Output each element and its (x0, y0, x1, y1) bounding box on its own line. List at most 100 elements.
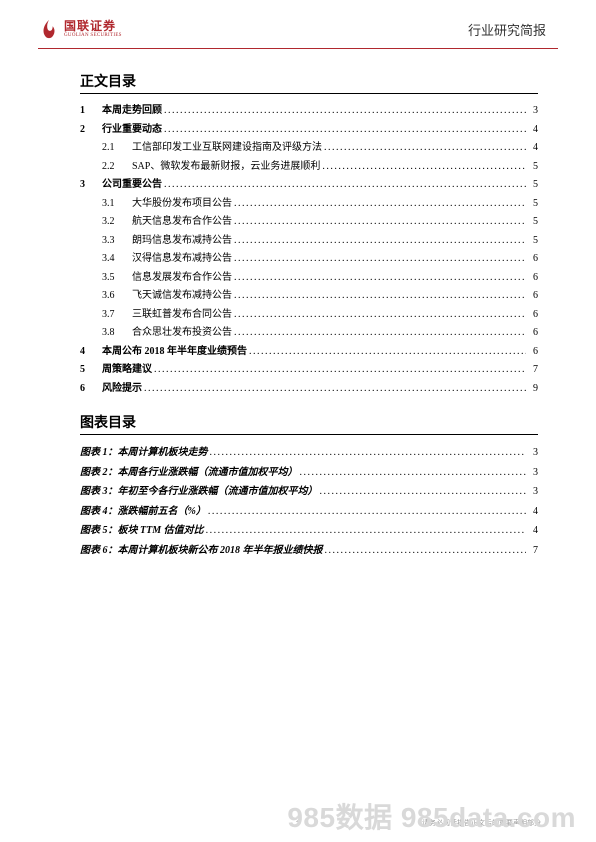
toc-entry: 6风险提示...................................… (80, 380, 538, 399)
toc-label: 朗玛信息发布减持公告 (132, 232, 232, 251)
toc-title: 正文目录 (80, 71, 538, 91)
figtoc-label: 图表 3：年初至今各行业涨跌幅（流通市值加权平均） (80, 482, 318, 502)
toc-page: 5 (526, 195, 538, 214)
toc-entry: 3.5信息发展发布合作公告...........................… (80, 269, 538, 288)
company-logo: 国联证券 GUOLIAN SECURITIES (38, 18, 122, 40)
toc-page: 6 (526, 306, 538, 325)
toc-leader-dots: ........................................… (232, 232, 526, 251)
toc-page: 6 (526, 250, 538, 269)
toc-number: 2 (80, 121, 102, 140)
toc-page: 5 (526, 158, 538, 177)
page-content: 正文目录 1本周走势回顾............................… (0, 49, 596, 560)
toc-label: 本周走势回顾 (102, 102, 162, 121)
toc-label: 三联虹普发布合同公告 (132, 306, 232, 325)
document-type: 行业研究简报 (468, 20, 546, 39)
toc-number: 3 (80, 176, 102, 195)
toc-page: 5 (526, 176, 538, 195)
figtoc-section: 图表目录 图表 1：本周计算机板块走势.....................… (80, 412, 538, 560)
toc-page: 6 (526, 269, 538, 288)
toc-entry: 4本周公布 2018 年半年度业绩预告.....................… (80, 343, 538, 362)
toc-number: 3.4 (102, 250, 132, 269)
figtoc-label: 图表 1：本周计算机板块走势 (80, 443, 208, 463)
toc-leader-dots: ........................................… (152, 361, 526, 380)
toc-number: 3.6 (102, 287, 132, 306)
figtoc-entry: 图表 2：本周各行业涨跌幅（流通市值加权平均）.................… (80, 463, 538, 483)
toc-label: 本周公布 2018 年半年度业绩预告 (102, 343, 247, 362)
figtoc-page: 3 (526, 463, 538, 483)
toc-body: 1本周走势回顾.................................… (80, 102, 538, 398)
flame-icon (38, 18, 60, 40)
toc-leader-dots: ........................................… (232, 287, 526, 306)
toc-page: 9 (526, 380, 538, 399)
figtoc-label: 图表 6：本周计算机板块新公布 2018 年半年报业绩快报 (80, 541, 323, 561)
toc-page: 5 (526, 232, 538, 251)
toc-number: 3.2 (102, 213, 132, 232)
toc-number: 4 (80, 343, 102, 362)
figtoc-underline (80, 434, 538, 435)
toc-number: 5 (80, 361, 102, 380)
figtoc-title: 图表目录 (80, 412, 538, 432)
toc-page: 6 (526, 343, 538, 362)
figtoc-leader-dots: ........................................… (318, 482, 527, 502)
figtoc-label: 图表 4：涨跌幅前五名（%） (80, 502, 206, 522)
toc-leader-dots: ........................................… (232, 195, 526, 214)
watermark: 985数据 985data.com (287, 796, 576, 836)
toc-page: 4 (526, 121, 538, 140)
toc-leader-dots: ........................................… (320, 158, 526, 177)
figtoc-page: 4 (526, 521, 538, 541)
toc-number: 6 (80, 380, 102, 399)
figtoc-entry: 图表 3：年初至今各行业涨跌幅（流通市值加权平均）...............… (80, 482, 538, 502)
toc-number: 3.3 (102, 232, 132, 251)
logo-name-cn: 国联证券 (64, 20, 122, 33)
toc-label: 汉得信息发布减持公告 (132, 250, 232, 269)
toc-label: 行业重要动态 (102, 121, 162, 140)
toc-entry: 3.8合众思壮发布投资公告...........................… (80, 324, 538, 343)
figtoc-entry: 图表 6：本周计算机板块新公布 2018 年半年报业绩快报...........… (80, 541, 538, 561)
toc-section: 正文目录 1本周走势回顾............................… (80, 71, 538, 398)
figtoc-page: 3 (526, 482, 538, 502)
figtoc-entry: 图表 5：板块 TTM 估值对比........................… (80, 521, 538, 541)
toc-entry: 3.7三联虹普发布合同公告...........................… (80, 306, 538, 325)
toc-leader-dots: ........................................… (162, 121, 526, 140)
toc-page: 7 (526, 361, 538, 380)
figtoc-entry: 图表 1：本周计算机板块走势..........................… (80, 443, 538, 463)
toc-number: 2.2 (102, 158, 132, 177)
toc-number: 2.1 (102, 139, 132, 158)
figtoc-page: 7 (526, 541, 538, 561)
toc-entry: 1本周走势回顾.................................… (80, 102, 538, 121)
toc-entry: 3.6飞天诚信发布减持公告...........................… (80, 287, 538, 306)
toc-leader-dots: ........................................… (162, 176, 526, 195)
toc-leader-dots: ........................................… (232, 306, 526, 325)
figtoc-entry: 图表 4：涨跌幅前五名（%）..........................… (80, 502, 538, 522)
logo-name-en: GUOLIAN SECURITIES (64, 33, 122, 39)
toc-page: 5 (526, 213, 538, 232)
toc-entry: 3.4汉得信息发布减持公告...........................… (80, 250, 538, 269)
toc-leader-dots: ........................................… (162, 102, 526, 121)
toc-leader-dots: ........................................… (232, 213, 526, 232)
figtoc-leader-dots: ........................................… (298, 463, 527, 483)
figtoc-label: 图表 2：本周各行业涨跌幅（流通市值加权平均） (80, 463, 298, 483)
toc-entry: 5周策略建议..................................… (80, 361, 538, 380)
toc-label: 大华股份发布项目公告 (132, 195, 232, 214)
figtoc-leader-dots: ........................................… (204, 521, 526, 541)
toc-entry: 2行业重要动态.................................… (80, 121, 538, 140)
toc-page: 6 (526, 324, 538, 343)
toc-leader-dots: ........................................… (322, 139, 526, 158)
toc-entry: 3公司重要公告.................................… (80, 176, 538, 195)
toc-entry: 2.1工信部印发工业互联网建设指南及评级方法..................… (80, 139, 538, 158)
toc-number: 3.8 (102, 324, 132, 343)
toc-label: 信息发展发布合作公告 (132, 269, 232, 288)
toc-label: 飞天诚信发布减持公告 (132, 287, 232, 306)
toc-label: 周策略建议 (102, 361, 152, 380)
page-header: 国联证券 GUOLIAN SECURITIES 行业研究简报 (0, 0, 596, 46)
toc-leader-dots: ........................................… (142, 380, 526, 399)
toc-number: 1 (80, 102, 102, 121)
toc-label: SAP、微软发布最新财报，云业务进展顺利 (132, 158, 320, 177)
toc-entry: 3.1大华股份发布项目公告...........................… (80, 195, 538, 214)
toc-number: 3.5 (102, 269, 132, 288)
toc-number: 3.1 (102, 195, 132, 214)
toc-entry: 2.2SAP、微软发布最新财报，云业务进展顺利.................… (80, 158, 538, 177)
figtoc-leader-dots: ........................................… (206, 502, 526, 522)
figtoc-page: 4 (526, 502, 538, 522)
toc-label: 合众思壮发布投资公告 (132, 324, 232, 343)
